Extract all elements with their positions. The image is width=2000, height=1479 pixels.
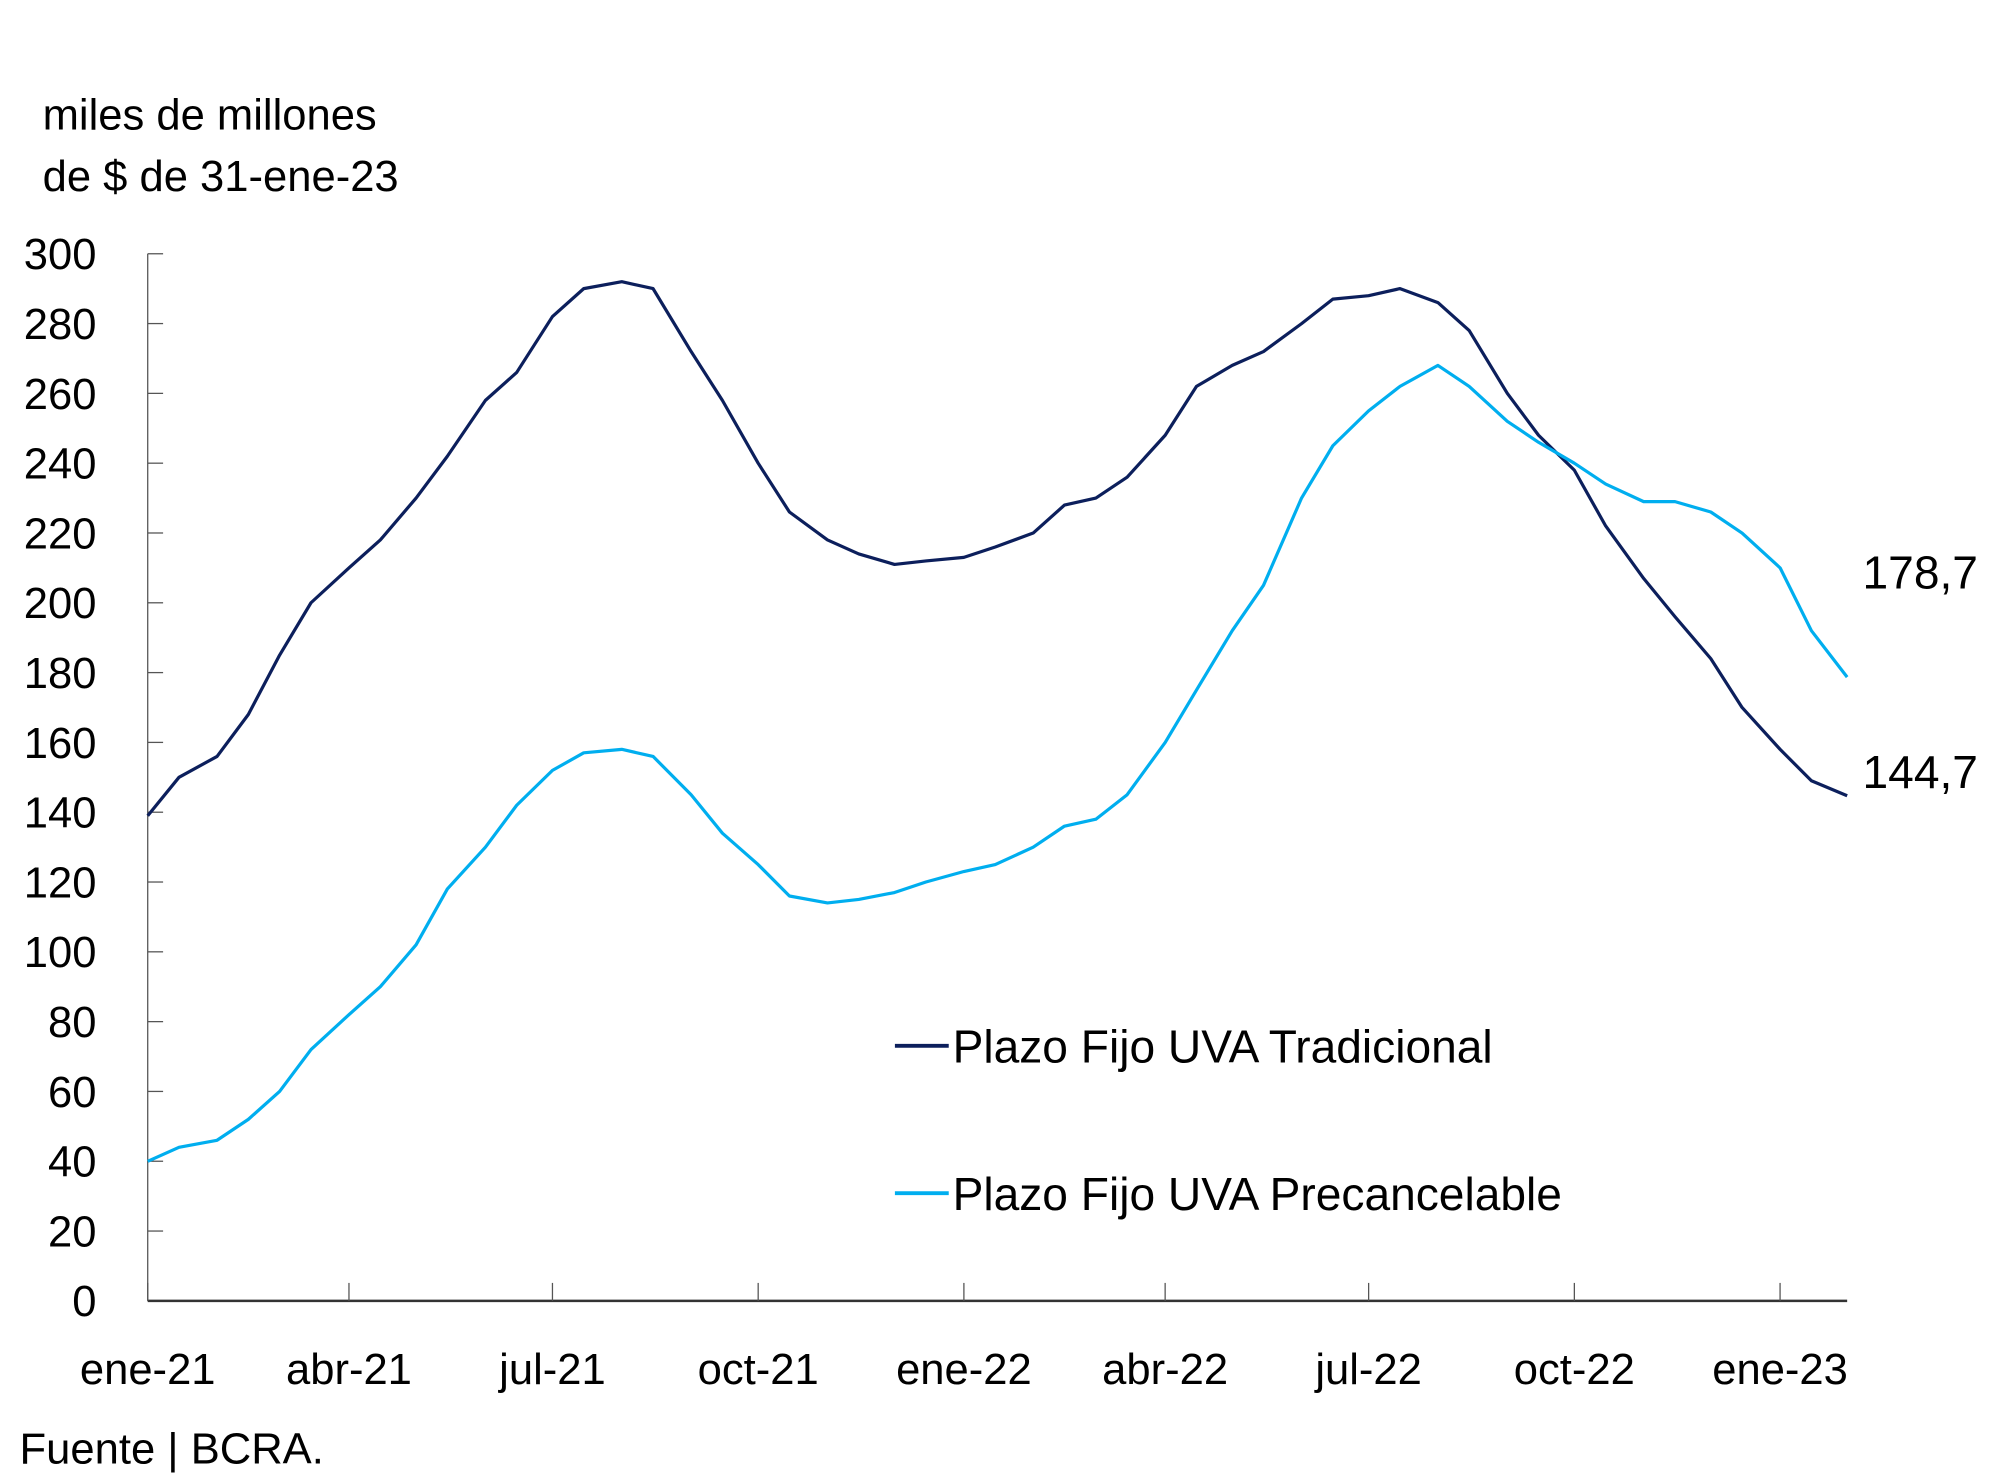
series-line-tradicional bbox=[146, 280, 1848, 817]
series-line-precancelable bbox=[147, 363, 1849, 1163]
y-tick-label: 100 bbox=[24, 929, 97, 977]
x-tick-label: oct-22 bbox=[1514, 1346, 1635, 1394]
x-tick-label: abr-21 bbox=[286, 1346, 412, 1394]
x-tick-label: ene-22 bbox=[896, 1346, 1032, 1394]
y-tick-label: 300 bbox=[24, 231, 97, 279]
source-note: Fuente | BCRA. bbox=[20, 1426, 324, 1474]
x-axis: ene-21 abr-21 jul-21 oct-21 ene-22 abr-22 jul-… bbox=[80, 1282, 1848, 1394]
y-tick-label: 260 bbox=[24, 371, 97, 419]
y-tick-label: 60 bbox=[48, 1069, 96, 1117]
y-axis: 0 20 40 60 80 100 120 140 160 180 200 220 240 260 280 3… bbox=[24, 231, 164, 1326]
legend: Plazo Fijo UVA Tradicional Plazo Fijo UV… bbox=[894, 1020, 1562, 1220]
y-tick-label: 20 bbox=[48, 1208, 96, 1256]
end-label-precancelable: 178,7 bbox=[1863, 546, 1978, 598]
x-tick-label: jul-22 bbox=[1313, 1346, 1422, 1394]
y-tick-label: 40 bbox=[48, 1139, 96, 1187]
x-tick-label: ene-21 bbox=[80, 1346, 216, 1394]
y-tick-label: 0 bbox=[72, 1278, 96, 1326]
y-axis-label-line-1: miles de millones bbox=[43, 91, 377, 139]
legend-label-precancelable: Plazo Fijo UVA Precancelable bbox=[953, 1168, 1562, 1220]
y-tick-label: 220 bbox=[24, 510, 97, 558]
y-tick-label: 140 bbox=[24, 790, 97, 838]
y-tick-label: 120 bbox=[24, 859, 97, 907]
y-axis-label-line-2: de $ de 31-ene-23 bbox=[43, 153, 399, 201]
legend-label-tradicional: Plazo Fijo UVA Tradicional bbox=[953, 1020, 1493, 1072]
end-label-tradicional: 144,7 bbox=[1863, 746, 1978, 798]
x-tick-label: ene-23 bbox=[1712, 1346, 1848, 1394]
x-tick-label: jul-21 bbox=[497, 1346, 606, 1394]
y-tick-label: 180 bbox=[24, 650, 97, 698]
y-tick-label: 80 bbox=[48, 999, 96, 1047]
y-tick-label: 160 bbox=[24, 720, 97, 768]
y-tick-label: 240 bbox=[24, 441, 97, 489]
y-tick-label: 200 bbox=[24, 580, 97, 628]
series-lines bbox=[146, 280, 1849, 1163]
y-tick-label: 280 bbox=[24, 301, 97, 349]
x-tick-label: oct-21 bbox=[698, 1346, 819, 1394]
x-tick-label: abr-22 bbox=[1102, 1346, 1228, 1394]
